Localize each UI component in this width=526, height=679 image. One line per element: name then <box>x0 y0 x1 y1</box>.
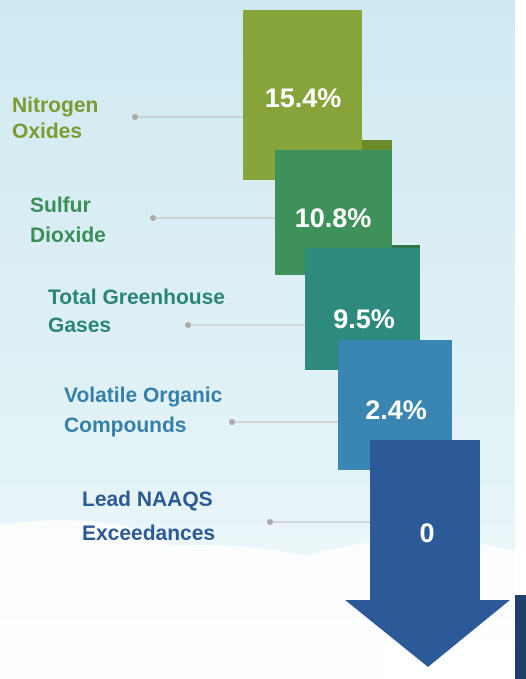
label: Volatile Organic <box>64 384 223 407</box>
value: 10.8% <box>295 203 372 233</box>
label: Compounds <box>64 414 186 437</box>
label: Nitrogen <box>12 94 98 117</box>
label: Sulfur <box>30 194 91 217</box>
value: 2.4% <box>365 395 427 425</box>
value: 9.5% <box>333 304 395 334</box>
infographic: 15.4% 10.8% 9.5% 2.4% 0 Nitrogen Oxides … <box>0 0 526 679</box>
label: Oxides <box>12 120 82 143</box>
value: 0 <box>419 518 434 548</box>
label: Dioxide <box>30 224 106 247</box>
label: Total Greenhouse <box>48 286 225 309</box>
label: Exceedances <box>82 522 215 545</box>
side-panel <box>515 0 526 679</box>
value: 15.4% <box>265 83 342 113</box>
label: Lead NAAQS <box>82 488 213 511</box>
label: Gases <box>48 314 111 337</box>
side-panel-edge <box>515 595 526 679</box>
